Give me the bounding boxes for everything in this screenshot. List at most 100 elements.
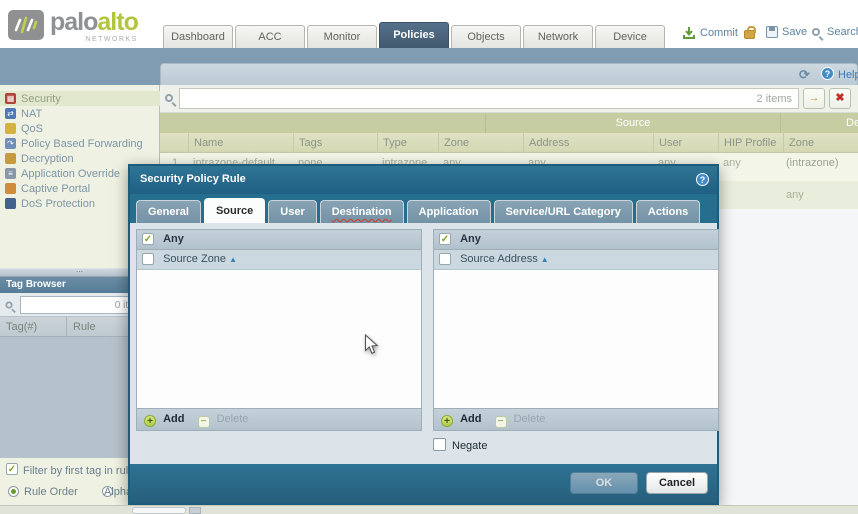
- help-icon[interactable]: ?: [821, 67, 834, 80]
- source-address-panel: ✓ Any ✓ Source Address ▲ + Add − Delete: [433, 229, 719, 431]
- sort-asc-icon[interactable]: ▲: [229, 255, 238, 264]
- nav-tab-policies[interactable]: Policies: [379, 22, 449, 48]
- sidebar-item-nat[interactable]: ⇄ NAT: [0, 106, 160, 121]
- col-type[interactable]: Type: [377, 133, 433, 153]
- nav-tab-monitor[interactable]: Monitor: [307, 25, 377, 48]
- refresh-icon[interactable]: ⟳: [799, 67, 810, 82]
- policy-based-forwarding-icon: ↷: [5, 138, 16, 149]
- horizontal-scrollbar[interactable]: [0, 505, 858, 514]
- filter-first-tag-label: Filter by first tag in rule: [23, 465, 135, 477]
- sort-asc-icon[interactable]: ▲: [540, 255, 549, 264]
- search-button[interactable]: Search: [812, 26, 858, 38]
- apply-filter-button[interactable]: →: [803, 88, 825, 109]
- commit-lock-icon: [743, 25, 756, 39]
- source-address-add-button[interactable]: Add: [460, 413, 482, 425]
- col-tags[interactable]: Tags: [293, 133, 372, 153]
- tab-actions[interactable]: Actions: [635, 200, 701, 223]
- nav-tab-network[interactable]: Network: [523, 25, 593, 48]
- filter-first-tag-checkbox[interactable]: ✓: [6, 463, 18, 475]
- ok-button[interactable]: OK: [570, 472, 638, 494]
- tag-browser-columns: Tag(#) Rule: [0, 317, 160, 337]
- sidebar-item-application-override[interactable]: ≡ Application Override: [0, 166, 160, 181]
- delete-icon[interactable]: −: [494, 416, 507, 428]
- commit-label: Commit: [700, 27, 738, 39]
- col-zone[interactable]: Zone: [438, 133, 518, 153]
- col-dest-zone[interactable]: Zone: [783, 133, 857, 153]
- sidebar-item-decryption[interactable]: Decryption: [0, 151, 160, 166]
- scrollbar-grip[interactable]: [189, 507, 201, 514]
- rule-column-header[interactable]: Rule: [66, 317, 96, 337]
- table-column-headers: Name Tags Type Zone Address User HIP Pro…: [160, 133, 858, 153]
- source-zone-panel-footer: + Add − Delete: [137, 408, 421, 430]
- brand-alto: alto: [97, 8, 138, 36]
- alphabetical-label: Alpha: [104, 486, 133, 498]
- negate-checkbox[interactable]: ✓: [433, 438, 446, 451]
- nav-tab-dashboard[interactable]: Dashboard: [163, 25, 233, 48]
- source-address-any-checkbox[interactable]: ✓: [439, 233, 451, 246]
- col-user[interactable]: User: [653, 133, 713, 153]
- tag-column-header[interactable]: Tag(#): [6, 321, 38, 333]
- sidebar-item-dos-protection[interactable]: DoS Protection: [0, 196, 160, 211]
- source-address-list[interactable]: [434, 270, 718, 410]
- tab-destination[interactable]: Destination: [319, 200, 404, 223]
- tag-search-input[interactable]: [23, 298, 103, 312]
- col-address[interactable]: Address: [523, 133, 648, 153]
- source-zone-any-checkbox[interactable]: ✓: [142, 233, 154, 246]
- tag-search-icon: [5, 301, 13, 309]
- dos-protection-icon: [5, 198, 16, 209]
- source-address-any-row: ✓ Any: [434, 230, 718, 250]
- source-address-delete-button[interactable]: Delete: [513, 413, 546, 425]
- mouse-cursor: [364, 334, 379, 355]
- cancel-button[interactable]: Cancel: [646, 472, 708, 494]
- add-icon[interactable]: +: [441, 415, 453, 427]
- dialog-title: Security Policy Rule: [140, 173, 246, 185]
- source-zone-delete-button[interactable]: Delete: [216, 413, 249, 425]
- content-toolbar: ⟳ ? Help: [160, 63, 858, 85]
- tab-service-url-category[interactable]: Service/URL Category: [493, 200, 633, 223]
- group-header-destination: Destination: [780, 113, 858, 133]
- delete-icon[interactable]: −: [197, 416, 210, 428]
- nav-tab-device[interactable]: Device: [595, 25, 665, 48]
- source-address-selectall-checkbox[interactable]: ✓: [439, 253, 451, 266]
- sidebar-item-security[interactable]: ▦ Security: [0, 91, 160, 106]
- commit-button[interactable]: Commit: [682, 25, 756, 40]
- security-icon: ▦: [5, 93, 16, 104]
- col-hip-profile[interactable]: HIP Profile: [718, 133, 778, 153]
- save-label: Save: [782, 26, 808, 38]
- alphabetical-radio[interactable]: [102, 485, 114, 497]
- source-zone-list[interactable]: [137, 270, 421, 410]
- tab-application[interactable]: Application: [406, 200, 491, 223]
- source-zone-selectall-checkbox[interactable]: ✓: [142, 253, 154, 266]
- main-nav-tabs: Dashboard ACC Monitor Policies Objects N…: [163, 22, 665, 48]
- dialog-title-bar[interactable]: Security Policy Rule ?: [130, 166, 717, 194]
- tab-user[interactable]: User: [268, 200, 317, 223]
- source-zone-column-row[interactable]: ✓ Source Zone ▲: [137, 250, 421, 270]
- col-name[interactable]: Name: [188, 133, 288, 153]
- help-label[interactable]: Help: [838, 69, 858, 81]
- filter-field[interactable]: 2 items: [179, 88, 799, 109]
- scrollbar-thumb[interactable]: [132, 507, 186, 514]
- nav-tab-objects[interactable]: Objects: [451, 25, 521, 48]
- brand-palo: palo: [50, 8, 98, 36]
- nav-tab-acc[interactable]: ACC: [235, 25, 305, 48]
- source-address-column-row[interactable]: ✓ Source Address ▲: [434, 250, 718, 270]
- filter-input[interactable]: [183, 91, 723, 106]
- dialog-body: ✓ Any ✓ Source Zone ▲ + Add − Delete: [130, 223, 719, 464]
- rule-order-radio[interactable]: [8, 485, 19, 497]
- save-icon: [766, 26, 778, 38]
- clear-filter-button[interactable]: ✖: [829, 88, 851, 109]
- captive-portal-icon: [5, 183, 16, 194]
- panel-resize-handle[interactable]: ⋯: [0, 268, 160, 277]
- top-header: paloalto NETWORKS Dashboard ACC Monitor …: [0, 0, 858, 48]
- add-icon[interactable]: +: [144, 415, 156, 427]
- tab-source[interactable]: Source: [203, 198, 266, 223]
- source-zone-add-button[interactable]: Add: [163, 413, 185, 425]
- decryption-icon: [5, 153, 16, 164]
- source-zone-any-row: ✓ Any: [137, 230, 421, 250]
- sidebar-item-policy-based-forwarding[interactable]: ↷ Policy Based Forwarding: [0, 136, 160, 151]
- sidebar-item-captive-portal[interactable]: Captive Portal: [0, 181, 160, 196]
- tab-general[interactable]: General: [136, 200, 201, 223]
- dialog-help-icon[interactable]: ?: [696, 173, 709, 186]
- save-button[interactable]: Save: [766, 26, 811, 38]
- sidebar-item-qos[interactable]: QoS: [0, 121, 160, 136]
